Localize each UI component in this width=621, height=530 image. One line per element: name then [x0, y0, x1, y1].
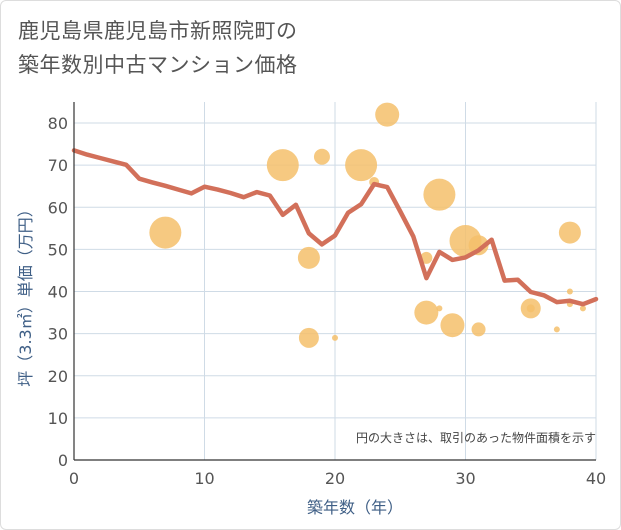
- bubble: [375, 102, 400, 127]
- bubble: [423, 178, 456, 211]
- x-tick-label: 40: [586, 469, 606, 488]
- bubble: [579, 305, 586, 312]
- x-tick-label: 0: [69, 469, 79, 488]
- tick-labels: 0 10 20 30 40 50 60 70 80 0 10 20 30 40: [48, 114, 607, 488]
- bubble: [553, 326, 560, 333]
- grid: [74, 102, 597, 460]
- y-tick-label: 50: [48, 240, 68, 259]
- x-tick-label: 20: [325, 469, 345, 488]
- y-tick-label: 40: [48, 283, 68, 302]
- chart-title-line1: 鹿児島県鹿児島市新照院町の: [18, 19, 298, 43]
- y-tick-label: 30: [48, 325, 68, 344]
- y-tick-label: 60: [48, 198, 68, 217]
- bubble: [558, 221, 581, 244]
- bubble: [414, 300, 439, 325]
- bubble: [526, 304, 535, 313]
- bubble: [297, 246, 320, 269]
- bubble: [468, 235, 489, 256]
- x-axis-label: 築年数（年）: [307, 498, 403, 517]
- x-tick-label: 30: [455, 469, 475, 488]
- y-axis-label: 坪（3.3㎡）単価（万円）: [16, 201, 35, 386]
- bubbles: [149, 102, 586, 348]
- y-tick-label: 80: [48, 114, 68, 133]
- bubble: [436, 305, 443, 312]
- bubble: [440, 313, 465, 338]
- average-line-group: [71, 148, 599, 307]
- average-price-line: [71, 148, 599, 307]
- axes: [73, 102, 596, 461]
- bubble: [471, 322, 486, 337]
- size-annotation: 円の大きさは、取引のあった物件面積を示す: [356, 430, 596, 445]
- y-tick-label: 0: [58, 451, 68, 470]
- x-tick-label: 10: [194, 469, 214, 488]
- bubble: [313, 148, 330, 165]
- y-tick-label: 20: [48, 367, 68, 386]
- y-tick-label: 70: [48, 156, 68, 175]
- bubble: [149, 216, 182, 249]
- bubble: [332, 334, 338, 341]
- bubble: [420, 251, 433, 264]
- chart-title: 鹿児島県鹿児島市新照院町の 築年数別中古マンション価格: [18, 14, 298, 82]
- bubble: [298, 327, 319, 348]
- bubble: [345, 149, 378, 182]
- chart-title-line2: 築年数別中古マンション価格: [18, 53, 298, 77]
- y-tick-label: 10: [48, 409, 68, 428]
- bubble: [566, 288, 573, 295]
- bubble: [266, 149, 299, 182]
